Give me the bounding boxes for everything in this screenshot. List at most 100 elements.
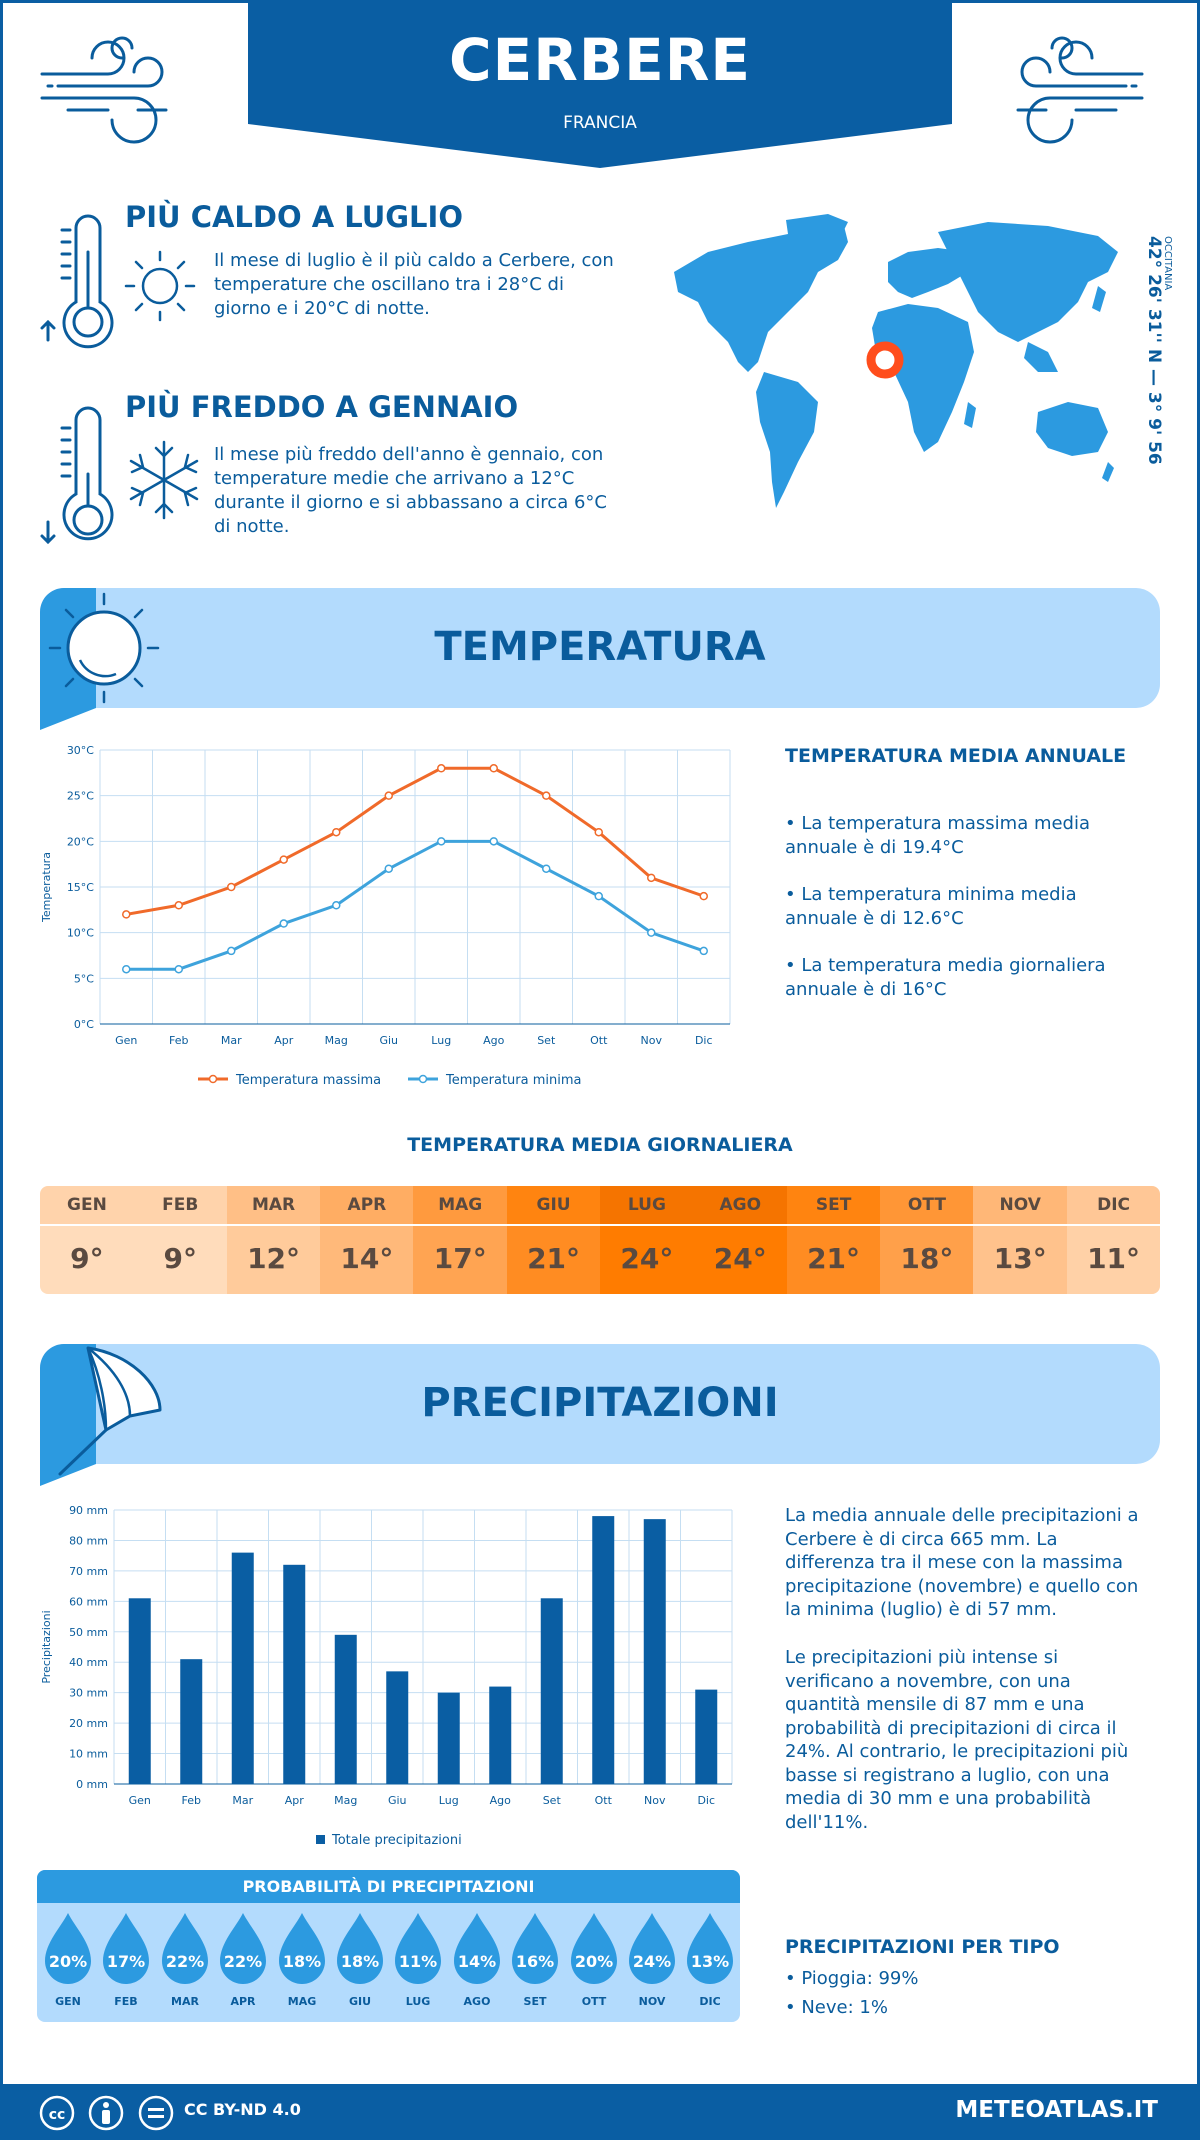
y-tick-label: 60 mm xyxy=(69,1595,108,1608)
probability-item: 11% LUG xyxy=(391,1903,445,2022)
coordinates: 42° 26' 31'' N — 3° 9' 56'' E OCCITANIA xyxy=(1144,236,1173,466)
footer: cc CC BY-ND 4.0 METEOATLAS.IT xyxy=(0,2084,1200,2140)
probability-month: GEN xyxy=(55,1995,81,2008)
x-tick-label: Mar xyxy=(221,1034,242,1047)
daily-temp-cell: AGO 24° xyxy=(693,1186,788,1294)
daily-temp-value: 14° xyxy=(320,1224,414,1294)
data-point xyxy=(279,855,288,864)
legend-label: Temperatura minima xyxy=(445,1073,582,1088)
data-point xyxy=(174,901,183,910)
raindrop-icon: 20% GEN xyxy=(45,1913,91,2008)
temp-bullet-1: • La temperatura massima media annuale è… xyxy=(785,813,1091,858)
cc-icon xyxy=(39,2095,75,2131)
daily-temp-table: GEN 9° FEB 9° MAR 12° APR 14° MAG 17° GIU 21° LUG 24°… xyxy=(40,1186,1160,1294)
temp-side-title: TEMPERATURA MEDIA ANNUALE xyxy=(785,745,1127,767)
x-tick-label: Lug xyxy=(431,1034,451,1047)
daily-temp-month: AGO xyxy=(693,1186,788,1224)
data-point xyxy=(384,864,393,873)
daily-temp-cell: OTT 18° xyxy=(880,1186,974,1294)
raindrop-icon: 16% SET xyxy=(512,1913,559,2008)
probability-item: 16% SET xyxy=(508,1903,562,2022)
precip-type-rain: • Pioggia: 99% xyxy=(785,1968,919,1989)
y-tick-label: 30°C xyxy=(67,744,94,757)
y-tick-label: 70 mm xyxy=(69,1565,108,1578)
probability-item: 13% DIC xyxy=(683,1903,737,2022)
daily-temp-title: TEMPERATURA MEDIA GIORNALIERA xyxy=(407,1134,793,1156)
precip-text-1: La media annuale delle precipitazioni a … xyxy=(785,1505,1139,1620)
temperature-title: TEMPERATURA xyxy=(434,624,766,670)
license-icons: cc xyxy=(39,2095,174,2131)
precip-type-snow: • Neve: 1% xyxy=(785,1997,888,2018)
y-tick-label: 20°C xyxy=(67,835,94,848)
probability-month: SET xyxy=(524,1995,547,2008)
daily-temp-value: 24° xyxy=(693,1224,788,1294)
data-point xyxy=(699,946,708,956)
raindrop-icon: 22% MAR xyxy=(161,1913,208,2008)
y-tick-label: 50 mm xyxy=(69,1626,108,1639)
temp-bullet-2: • La temperatura minima media annuale è … xyxy=(785,884,1077,929)
x-tick-label: Feb xyxy=(169,1034,188,1047)
y-tick-label: 10 mm xyxy=(69,1748,108,1761)
probability-item: 20% GEN xyxy=(41,1903,95,2022)
bar xyxy=(231,1552,254,1784)
daily-temp-value: 24° xyxy=(600,1224,694,1294)
bar xyxy=(592,1516,615,1784)
legend-label: Totale precipitazioni xyxy=(331,1833,462,1848)
x-tick-label: Apr xyxy=(274,1034,294,1047)
x-tick-label: Dic xyxy=(695,1034,713,1047)
daily-temp-month: MAR xyxy=(226,1186,321,1224)
precipitation-banner: PRECIPITAZIONI xyxy=(40,1344,1160,1464)
probability-value: 22% xyxy=(224,1952,262,1971)
series-line xyxy=(125,766,705,916)
daily-temp-cell: MAG 17° xyxy=(413,1186,508,1294)
daily-temp-value: 11° xyxy=(1066,1224,1160,1294)
precip-text-2: Le precipitazioni più intense si verific… xyxy=(785,1647,1129,1833)
x-tick-label: Mar xyxy=(232,1794,253,1807)
daily-temp-month: NOV xyxy=(973,1186,1068,1224)
data-point xyxy=(122,964,131,974)
wind-icon xyxy=(1016,36,1144,144)
probability-month: FEB xyxy=(115,1995,138,2008)
raindrop-icon: 22% APR xyxy=(220,1913,267,2008)
y-tick-label: 30 mm xyxy=(69,1687,108,1700)
data-point xyxy=(122,910,131,919)
x-tick-label: Giu xyxy=(379,1034,398,1047)
y-tick-label: 40 mm xyxy=(69,1656,108,1669)
daily-temp-month: APR xyxy=(320,1186,414,1224)
temperature-chart: 0°C 5°C 10°C 15°C 20°C 25°C 30°C Gen Feb Mar Apr Ma… xyxy=(40,744,731,1088)
data-point xyxy=(647,873,656,883)
probability-value: 14% xyxy=(458,1952,496,1971)
wind-icon xyxy=(40,36,168,144)
probability-item: 17% FEB xyxy=(99,1903,153,2022)
world-map-icon xyxy=(674,214,1118,508)
x-tick-label: Feb xyxy=(182,1794,201,1807)
daily-temp-value: 17° xyxy=(413,1224,508,1294)
precip-probability-box: PROBABILITÀ DI PRECIPITAZIONI 20% GEN 17% F… xyxy=(37,1870,740,2022)
precip-probability-title: PROBABILITÀ DI PRECIPITAZIONI xyxy=(37,1870,740,1903)
probability-month: NOV xyxy=(639,1995,666,2008)
precipitation-chart: 0 mm 10 mm 20 mm 30 mm 40 mm 50 mm 60 mm 70 mm 8… xyxy=(40,1504,733,1848)
daily-temp-value: 9° xyxy=(40,1224,134,1294)
probability-month: MAR xyxy=(171,1995,199,2008)
probability-value: 18% xyxy=(341,1952,379,1971)
daily-temp-month: MAG xyxy=(413,1186,508,1224)
region-text: OCCITANIA xyxy=(1162,236,1173,290)
data-point xyxy=(332,827,341,837)
y-axis-label: Precipitazioni xyxy=(40,1610,53,1683)
probability-value: 17% xyxy=(107,1952,145,1971)
daily-temp-value: 13° xyxy=(973,1224,1068,1294)
x-tick-label: Mag xyxy=(325,1034,348,1047)
x-tick-label: Ott xyxy=(590,1034,608,1047)
location-pin-icon xyxy=(866,341,904,379)
data-point xyxy=(594,891,603,901)
probability-item: 24% NOV xyxy=(625,1903,679,2022)
probability-item: 14% AGO xyxy=(450,1903,504,2022)
daily-temp-cell: LUG 24° xyxy=(600,1186,694,1294)
site-link[interactable]: METEOATLAS.IT xyxy=(955,2097,1158,2123)
bar xyxy=(437,1692,460,1784)
daily-temp-cell: MAR 12° xyxy=(226,1186,321,1294)
y-tick-label: 0°C xyxy=(74,1018,94,1031)
city-title: CERBERE xyxy=(449,26,751,94)
daily-temp-cell: SET 21° xyxy=(786,1186,881,1294)
bar xyxy=(695,1689,718,1784)
